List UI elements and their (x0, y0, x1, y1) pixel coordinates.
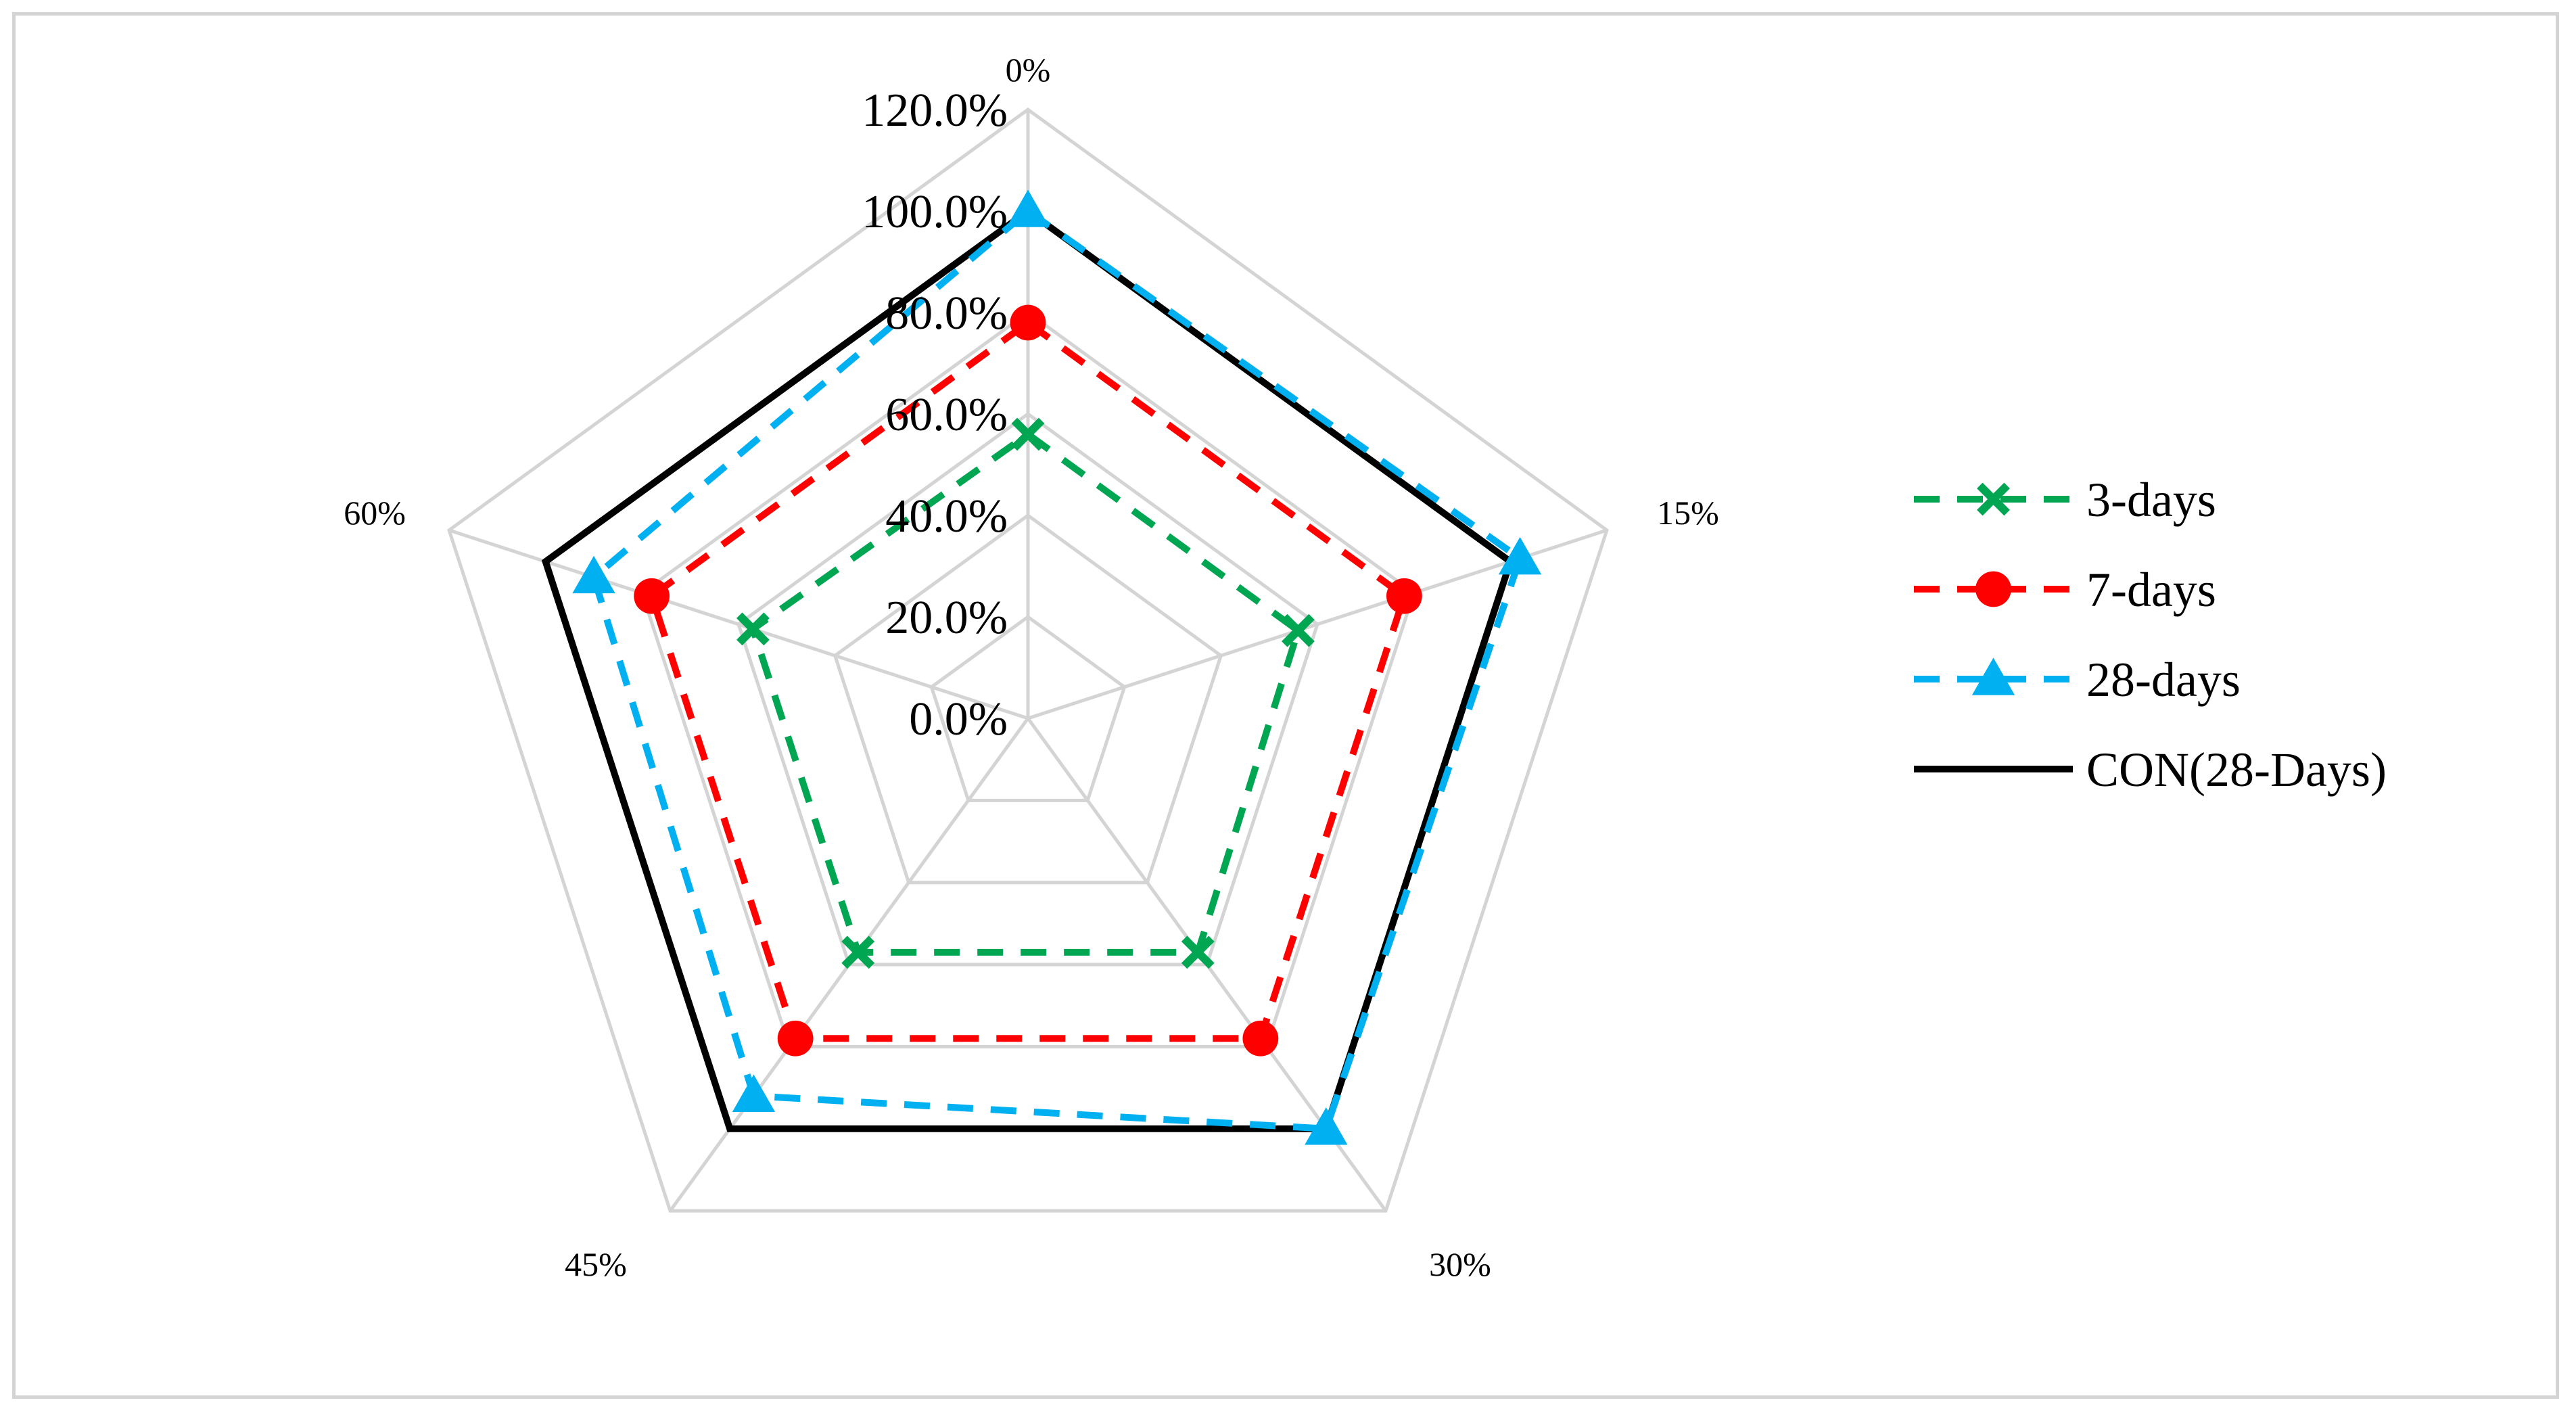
data-point (1971, 657, 2015, 695)
grid-ring (736, 411, 1319, 967)
legend-label: 7-days (2086, 563, 2216, 617)
data-point (732, 1074, 776, 1112)
tick-label: 40.0% (885, 490, 1008, 542)
tick-label: 60.0% (885, 389, 1008, 441)
legend-item-3-days: 3-days (1914, 473, 2216, 527)
series-7-days (634, 304, 1422, 1057)
tick-label: 100.0% (862, 186, 1008, 238)
data-point (736, 612, 770, 646)
data-point (1305, 1107, 1348, 1145)
tick-label: 80.0% (885, 287, 1008, 340)
category-label: 60% (344, 494, 406, 532)
series-line (590, 206, 1524, 1132)
grid-ring (640, 310, 1416, 1048)
data-point (777, 1020, 814, 1057)
data-point-stroke (1011, 417, 1045, 451)
series-line (541, 206, 1515, 1132)
legend-item-7-days: 7-days (1914, 563, 2216, 617)
category-label: 45% (565, 1245, 627, 1283)
legend-label: CON(28-Days) (2086, 743, 2387, 797)
data-point (1282, 613, 1315, 647)
legend-item-CON(28-Days): CON(28-Days) (1914, 743, 2387, 797)
category-label: 30% (1429, 1245, 1491, 1283)
data-point (634, 578, 670, 614)
category-label: 0% (1006, 51, 1051, 89)
series-3-days (736, 417, 1315, 969)
legend: 3-days 7-days 28-days CON(28-Days) (1914, 473, 2387, 797)
grid-ring (447, 107, 1609, 1213)
legend-label: 3-days (2086, 473, 2216, 527)
data-point-stroke (841, 935, 875, 969)
series-line (749, 430, 1303, 956)
legend-label: 28-days (2086, 653, 2241, 707)
data-point-stroke (1282, 613, 1315, 647)
data-point (1498, 536, 1542, 575)
data-point (1242, 1020, 1279, 1057)
radar-series (541, 189, 1542, 1145)
data-point (572, 555, 615, 594)
data-point (1977, 482, 2010, 516)
chart-frame (12, 12, 2559, 1399)
data-point (1975, 571, 2011, 607)
grid-ring (929, 614, 1127, 802)
data-point (1181, 935, 1215, 969)
data-point (1386, 578, 1422, 614)
data-point (841, 935, 875, 969)
data-point (1010, 304, 1046, 341)
category-label: 15% (1657, 494, 1719, 532)
tick-label: 0.0% (909, 693, 1008, 745)
series-28-days (572, 189, 1542, 1145)
series-CON(28-Days) (541, 206, 1515, 1132)
data-point-stroke (1977, 482, 2010, 516)
data-point-stroke (1181, 935, 1215, 969)
tick-label: 120.0% (862, 85, 1008, 137)
data-point-stroke (736, 612, 770, 646)
data-point (1011, 417, 1045, 451)
radar-labels: 0% 15% 30% 45% 60% 0.0% 20.0% 40.0% 60.0% 80.0% 10… (344, 51, 1719, 1283)
tick-label: 20.0% (885, 592, 1008, 644)
data-point (1006, 189, 1050, 227)
grid-ring (833, 513, 1223, 885)
legend-item-28-days: 28-days (1914, 653, 2241, 707)
